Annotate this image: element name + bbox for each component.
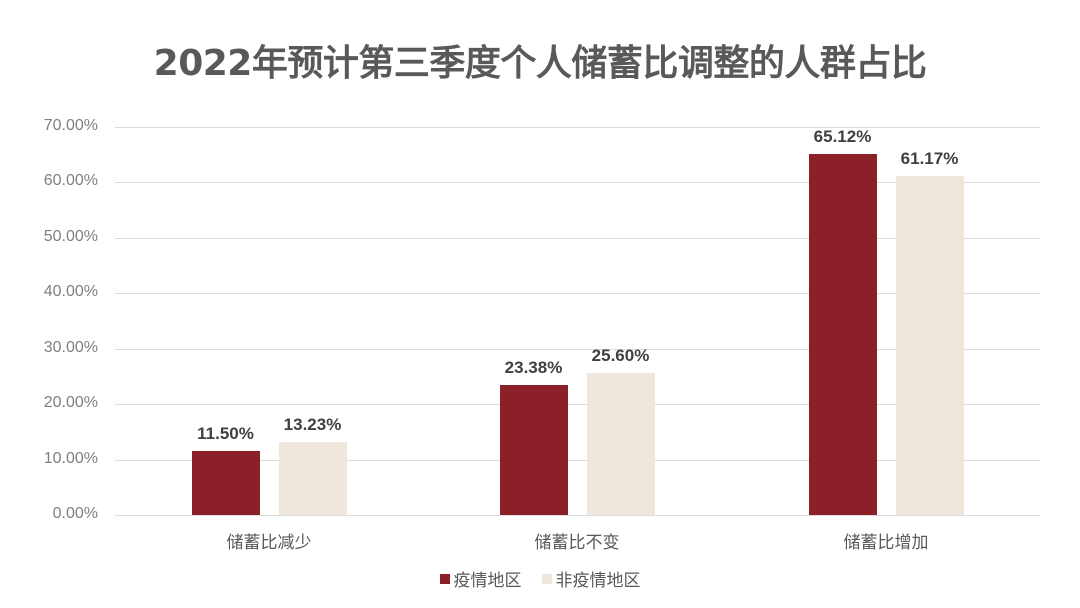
legend-item-non-epidemic: 非疫情地区 [541,566,641,591]
legend-swatch-non-epidemic [541,573,552,584]
gridline [115,460,1040,461]
legend-swatch-epidemic [439,573,450,584]
x-category-label: 储蓄比增加 [843,533,929,553]
bar-epidemic [191,451,260,515]
bar-epidemic [499,385,568,515]
bar-epidemic [808,154,877,515]
gridline [115,238,1040,239]
y-tick-label: 70.00% [43,117,98,134]
data-label: 13.23% [283,414,342,434]
gridline [115,127,1040,128]
legend-label-epidemic: 疫情地区 [453,571,522,591]
data-label: 61.17% [900,148,959,168]
data-label: 25.60% [591,346,650,366]
x-category-label: 储蓄比不变 [534,533,620,553]
bar-non-epidemic [895,175,964,515]
bar-non-epidemic [278,441,347,515]
chart-title: 2022年预计第三季度个人储蓄比调整的人群占比 [153,43,927,84]
y-tick-label: 20.00% [43,394,98,411]
gridline [115,404,1040,405]
data-label: 11.50% [197,424,254,444]
y-tick-label: 60.00% [43,172,98,189]
y-tick-label: 0.00% [52,505,98,522]
y-tick-label: 30.00% [43,339,98,356]
gridline [115,293,1040,294]
y-tick-label: 50.00% [43,228,98,245]
y-tick-label: 10.00% [43,450,98,467]
gridline [115,349,1040,350]
bar-non-epidemic [586,373,655,515]
legend-label-non-epidemic: 非疫情地区 [555,571,641,591]
gridline [115,182,1040,183]
data-label: 65.12% [813,127,872,147]
legend: 疫情地区 非疫情地区 [0,566,1080,591]
x-category-label: 储蓄比减少 [226,533,312,553]
data-label: 23.38% [504,358,563,378]
legend-item-epidemic: 疫情地区 [439,566,522,591]
y-tick-label: 40.00% [43,283,98,300]
gridline [115,515,1040,516]
